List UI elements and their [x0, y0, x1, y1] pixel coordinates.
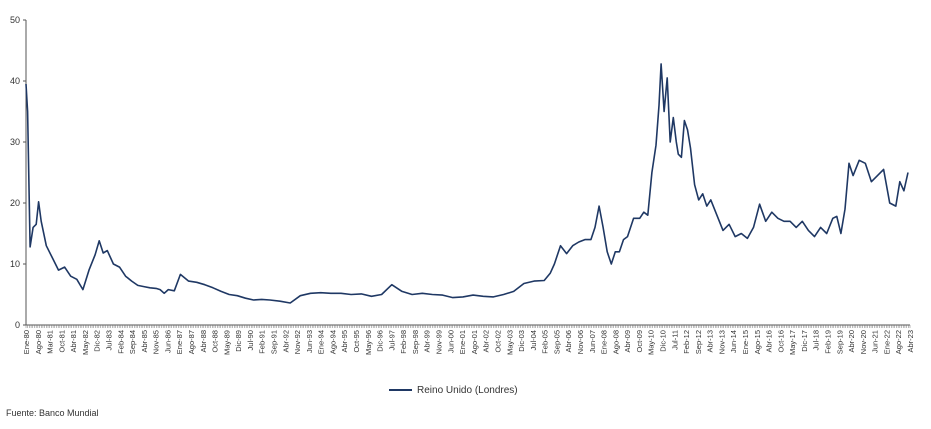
x-tick-label: Dic-89: [234, 330, 243, 352]
x-tick-label: Ago-15: [753, 330, 762, 354]
x-tick-label: Dic-96: [376, 330, 385, 352]
legend: Reino Unido (Londres): [389, 385, 518, 396]
x-tick-label: Sep-98: [411, 330, 420, 354]
x-tick-label: Feb-84: [116, 330, 125, 354]
x-tick-label: Ene-15: [741, 330, 750, 354]
x-tick-label: Jul-04: [529, 330, 538, 350]
x-tick-label: Oct-02: [493, 330, 502, 353]
x-tick-label: Sep-05: [552, 330, 561, 354]
x-tick-label: Oct-81: [57, 330, 66, 353]
x-tick-label: Ago-22: [894, 330, 903, 354]
x-tick-label: Nov-13: [717, 330, 726, 354]
x-tick-label: Abr-92: [281, 330, 290, 353]
x-tick-label: Jul-83: [105, 330, 114, 350]
x-tick-label: May-96: [364, 330, 373, 355]
x-tick-label: Abr-99: [423, 330, 432, 353]
y-tick-label: 0: [15, 320, 20, 330]
x-tick-label: Ago-08: [611, 330, 620, 354]
y-tick-label: 40: [10, 76, 20, 86]
x-tick-label: Ene-01: [458, 330, 467, 354]
x-tick-label: Ene-87: [175, 330, 184, 354]
x-tick-label: Feb-12: [682, 330, 691, 354]
legend-label: Reino Unido (Londres): [417, 385, 518, 396]
x-tick-label: Feb-19: [823, 330, 832, 354]
x-tick-label: May-17: [788, 330, 797, 355]
x-tick-label: Dic-10: [658, 330, 667, 352]
x-tick-label: Dic-03: [517, 330, 526, 352]
x-axis: Ene-80 Ago-80 Mar-81 Oct-81 Abr-81 May-82 Dic-…: [22, 324, 915, 355]
x-tick-label: Nov-06: [576, 330, 585, 354]
x-tick-label: Jun-00: [446, 330, 455, 353]
y-tick-label: 30: [10, 137, 20, 147]
x-tick-label: Dic-17: [800, 330, 809, 352]
x-tick-label: Abr-85: [140, 330, 149, 353]
x-tick-label: Ene-80: [22, 330, 31, 354]
x-tick-label: Ene-94: [317, 330, 326, 354]
y-tick-label: 50: [10, 15, 20, 25]
x-tick-label: Oct-09: [635, 330, 644, 353]
x-tick-label: Ene-22: [882, 330, 891, 354]
x-tick-label: May-82: [81, 330, 90, 355]
x-tick-label: Ago-87: [187, 330, 196, 354]
x-tick-label: Abr-88: [199, 330, 208, 353]
x-tick-label: Nov-20: [859, 330, 868, 354]
x-tick-label: Sep-84: [128, 330, 137, 354]
x-tick-label: Ago-80: [34, 330, 43, 354]
x-tick-label: Jul-11: [670, 330, 679, 350]
x-tick-label: Abr-81: [69, 330, 78, 353]
series-line-reino-unido: [25, 63, 909, 304]
x-tick-label: Mar-81: [46, 330, 55, 354]
x-tick-label: Sep-19: [835, 330, 844, 354]
y-tick-label: 10: [10, 259, 20, 269]
x-tick-label: Nov-92: [293, 330, 302, 354]
x-tick-label: Abr-09: [623, 330, 632, 353]
y-axis: 0 10 20 30 40 50: [10, 15, 27, 330]
x-tick-label: Ago-94: [328, 330, 337, 354]
x-tick-label: Jun-07: [588, 330, 597, 353]
x-tick-label: Abr-23: [906, 330, 915, 353]
x-tick-label: May-89: [222, 330, 231, 355]
x-tick-label: Nov-85: [152, 330, 161, 354]
x-tick-label: May-03: [505, 330, 514, 355]
x-tick-label: Feb-98: [399, 330, 408, 354]
x-tick-label: Nov-99: [435, 330, 444, 354]
x-tick-label: Sep-12: [694, 330, 703, 354]
x-tick-label: Dic-82: [93, 330, 102, 352]
x-tick-label: Abr-02: [482, 330, 491, 353]
x-tick-label: Sep-91: [270, 330, 279, 354]
x-tick-label: Jun-14: [729, 330, 738, 353]
y-tick-label: 20: [10, 198, 20, 208]
x-tick-label: Jun-86: [163, 330, 172, 353]
x-tick-label: Abr-20: [847, 330, 856, 353]
source-note: Fuente: Banco Mundial: [6, 408, 99, 418]
x-tick-label: Oct-16: [776, 330, 785, 353]
x-tick-label: Ago-01: [470, 330, 479, 354]
x-tick-label: Ene-08: [600, 330, 609, 354]
series-layer: [25, 63, 909, 304]
x-tick-label: May-10: [647, 330, 656, 355]
x-tick-label: Jun-21: [871, 330, 880, 353]
x-tick-label: Oct-88: [211, 330, 220, 353]
x-tick-label: Abr-95: [340, 330, 349, 353]
x-tick-label: Jul-97: [387, 330, 396, 350]
x-tick-label: Feb-05: [541, 330, 550, 354]
x-tick-label: Abr-16: [765, 330, 774, 353]
x-tick-label: Abr-13: [706, 330, 715, 353]
x-tick-label: Jun-93: [305, 330, 314, 353]
x-tick-label: Abr-06: [564, 330, 573, 353]
x-tick-label: Feb-91: [258, 330, 267, 354]
x-tick-label: Jul-18: [812, 330, 821, 350]
x-tick-label: Oct-95: [352, 330, 361, 353]
x-tick-label: Jul-90: [246, 330, 255, 350]
